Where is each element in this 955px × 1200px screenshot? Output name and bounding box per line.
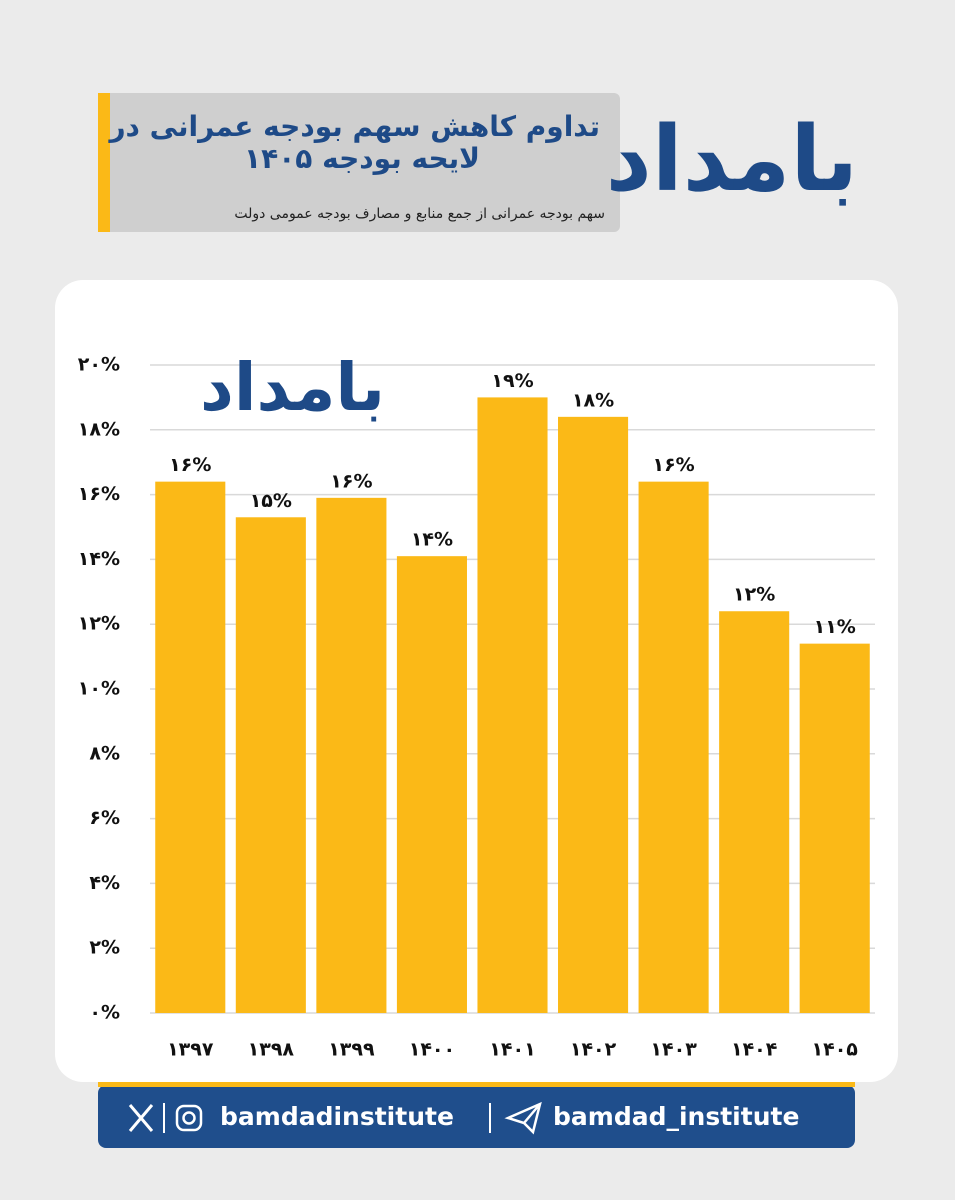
y-tick-label: ۴% bbox=[89, 872, 120, 894]
x-tick-label: ۱۴۰۲ bbox=[570, 1039, 617, 1061]
value-label: ۱۹% bbox=[491, 370, 533, 392]
logo: بامداد bbox=[606, 107, 858, 212]
bar bbox=[719, 611, 790, 1013]
bar bbox=[235, 517, 306, 1013]
y-tick-label: ۱۸% bbox=[78, 418, 120, 440]
instagram-icon bbox=[175, 1104, 203, 1132]
handle: bamdadinstitute bbox=[220, 1102, 454, 1131]
y-tick-label: ۲% bbox=[89, 937, 120, 959]
title: تداوم کاهش سهم بودجه عمرانی در bbox=[107, 110, 600, 143]
bar bbox=[477, 397, 548, 1013]
bar bbox=[316, 497, 387, 1014]
subtitle: سهم بودجه عمرانی از جمع منابع و مصارف بو… bbox=[234, 206, 605, 222]
x-tick-label: ۱۳۹۷ bbox=[167, 1039, 214, 1061]
title: لایحه بودجه ۱۴۰۵ bbox=[244, 142, 480, 175]
handle: bamdad_institute bbox=[553, 1102, 799, 1131]
x-tick-label: ۱۴۰۱ bbox=[489, 1039, 535, 1061]
footer-bar bbox=[98, 1085, 855, 1148]
value-label: ۱۸% bbox=[572, 389, 614, 411]
y-tick-label: ۱۰% bbox=[78, 678, 120, 700]
header-accent bbox=[98, 93, 110, 232]
value-label: ۱۶% bbox=[652, 454, 694, 476]
header-box bbox=[98, 93, 620, 232]
value-label: ۱۵% bbox=[250, 490, 292, 512]
bar bbox=[558, 416, 629, 1014]
value-label: ۱۴% bbox=[411, 529, 453, 551]
x-tick-label: ۱۴۰۳ bbox=[650, 1039, 697, 1061]
x-tick-label: ۱۳۹۹ bbox=[328, 1039, 375, 1061]
y-tick-label: ۲۰% bbox=[78, 354, 120, 376]
y-tick-label: ۱۴% bbox=[78, 548, 120, 570]
chart-logo: بامداد bbox=[200, 349, 385, 426]
plot: ۰% ۲% ۴% ۶% ۸% ۱۰% ۱۲% ۱۴% ۱۶% ۱۸% ۲۰% ۱۳۹۷ ۱۶% ۱۳۹۸ ۱… bbox=[78, 354, 875, 1061]
footer-accent bbox=[98, 1082, 855, 1087]
x-tick-label: ۱۴۰۰ bbox=[409, 1039, 455, 1061]
instagram-icon bbox=[182, 1111, 196, 1125]
value-label: ۱۶% bbox=[330, 470, 372, 492]
y-tick-label: ۱۶% bbox=[78, 483, 120, 505]
x-icon bbox=[128, 1104, 154, 1132]
bar bbox=[396, 556, 467, 1013]
bar bbox=[155, 481, 226, 1013]
value-label: ۱۲% bbox=[733, 584, 775, 606]
bar bbox=[638, 481, 709, 1013]
y-tick-label: ۶% bbox=[89, 807, 120, 829]
telegram-icon bbox=[504, 1101, 542, 1135]
y-tick-label: ۸% bbox=[89, 742, 120, 764]
x-tick-label: ۱۴۰۴ bbox=[731, 1039, 777, 1061]
value-label: ۱۶% bbox=[169, 454, 211, 476]
x-tick-label: ۱۴۰۵ bbox=[812, 1039, 859, 1061]
x-tick-label: ۱۳۹۸ bbox=[248, 1039, 295, 1061]
y-tick-label: ۰% bbox=[89, 1002, 120, 1024]
y-tick-label: ۱۲% bbox=[78, 613, 120, 635]
value-label: ۱۱% bbox=[814, 616, 856, 638]
bar bbox=[799, 643, 870, 1013]
